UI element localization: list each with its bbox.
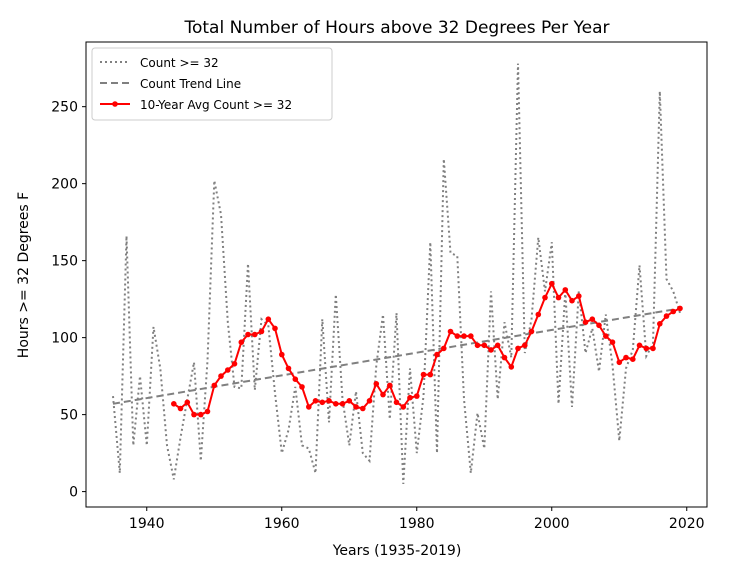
avg-point xyxy=(603,333,609,339)
avg-point xyxy=(333,401,339,407)
avg-point xyxy=(630,356,636,362)
avg-point xyxy=(441,346,447,352)
y-tick-label: 200 xyxy=(51,177,78,193)
legend-label-avg: 10-Year Avg Count >= 32 xyxy=(140,98,292,112)
avg-point xyxy=(380,392,386,398)
legend-marker-avg xyxy=(112,101,118,107)
y-axis-label: Hours >= 32 Degrees F xyxy=(16,192,32,358)
avg-point xyxy=(313,398,319,404)
avg-point xyxy=(185,400,191,406)
avg-point xyxy=(353,404,359,410)
avg-point xyxy=(394,400,400,406)
avg-point xyxy=(387,383,393,389)
avg-point xyxy=(407,395,413,401)
avg-point xyxy=(522,343,528,349)
avg-point xyxy=(549,281,555,287)
avg-point xyxy=(225,367,231,373)
avg-point xyxy=(502,355,508,361)
avg-point xyxy=(434,352,440,358)
avg-point xyxy=(414,393,420,399)
avg-point xyxy=(509,364,515,370)
avg-point xyxy=(475,343,481,349)
legend-label-trend: Count Trend Line xyxy=(140,77,241,91)
x-tick-label: 1960 xyxy=(264,516,300,532)
avg-point xyxy=(212,383,218,389)
avg-point xyxy=(401,404,407,410)
avg-point xyxy=(266,316,272,322)
plot-area xyxy=(113,64,683,484)
avg-point xyxy=(576,293,582,299)
legend: Count >= 32 Count Trend Line 10-Year Avg… xyxy=(92,48,332,120)
avg-point xyxy=(171,401,177,407)
x-tick-label: 2020 xyxy=(669,516,705,532)
avg-point xyxy=(650,346,656,352)
avg-point xyxy=(664,313,670,319)
avg-point xyxy=(286,366,292,372)
avg-point xyxy=(482,343,488,349)
avg-point xyxy=(455,333,461,339)
avg-point xyxy=(340,401,346,407)
avg-point xyxy=(259,329,265,335)
x-tick-label: 1940 xyxy=(129,516,165,532)
avg-point xyxy=(198,412,204,418)
avg-point xyxy=(279,352,285,358)
avg-point xyxy=(583,319,589,325)
avg-point xyxy=(326,398,332,404)
avg-point xyxy=(367,398,373,404)
avg-point xyxy=(347,398,353,404)
avg-point xyxy=(360,406,366,412)
avg-point xyxy=(252,332,258,338)
avg-point xyxy=(671,309,677,315)
series-line-count xyxy=(113,64,680,484)
avg-point xyxy=(178,406,184,412)
avg-point xyxy=(468,333,474,339)
avg-point xyxy=(590,316,596,322)
x-axis-label: Years (1935-2019) xyxy=(332,543,462,559)
avg-point xyxy=(617,360,623,366)
avg-point xyxy=(536,312,542,318)
avg-point xyxy=(556,295,562,301)
avg-point xyxy=(495,343,501,349)
avg-point xyxy=(245,332,251,338)
avg-point xyxy=(596,323,602,329)
avg-point xyxy=(515,346,521,352)
x-tick-label: 1980 xyxy=(399,516,435,532)
avg-point xyxy=(299,384,305,390)
avg-point xyxy=(374,381,380,387)
avg-point xyxy=(488,347,494,353)
avg-point xyxy=(563,287,569,293)
legend-label-count: Count >= 32 xyxy=(140,56,219,70)
avg-point xyxy=(272,326,278,332)
x-tick-label: 2000 xyxy=(534,516,570,532)
avg-point xyxy=(644,346,650,352)
avg-point xyxy=(542,295,548,301)
y-tick-label: 0 xyxy=(69,485,78,501)
avg-point xyxy=(677,306,683,312)
avg-point xyxy=(569,298,575,304)
avg-point xyxy=(232,361,238,367)
avg-point xyxy=(637,343,643,349)
avg-point xyxy=(421,372,427,378)
avg-point xyxy=(657,321,663,327)
avg-point xyxy=(320,400,326,406)
avg-point xyxy=(529,329,535,335)
avg-point xyxy=(610,339,616,345)
chart-title: Total Number of Hours above 32 Degrees P… xyxy=(184,18,610,38)
avg-point xyxy=(191,412,197,418)
avg-point xyxy=(293,376,299,382)
avg-point xyxy=(461,333,467,339)
y-tick-label: 250 xyxy=(51,100,78,116)
avg-point xyxy=(205,409,211,415)
avg-point xyxy=(306,404,312,410)
y-tick-label: 100 xyxy=(51,331,78,347)
avg-point xyxy=(623,355,629,361)
chart: Total Number of Hours above 32 Degrees P… xyxy=(0,0,732,568)
avg-point xyxy=(448,329,454,335)
avg-point xyxy=(428,372,434,378)
y-tick-label: 50 xyxy=(60,408,78,424)
y-tick-label: 150 xyxy=(51,254,78,270)
avg-point xyxy=(218,373,224,379)
avg-point xyxy=(239,339,245,345)
